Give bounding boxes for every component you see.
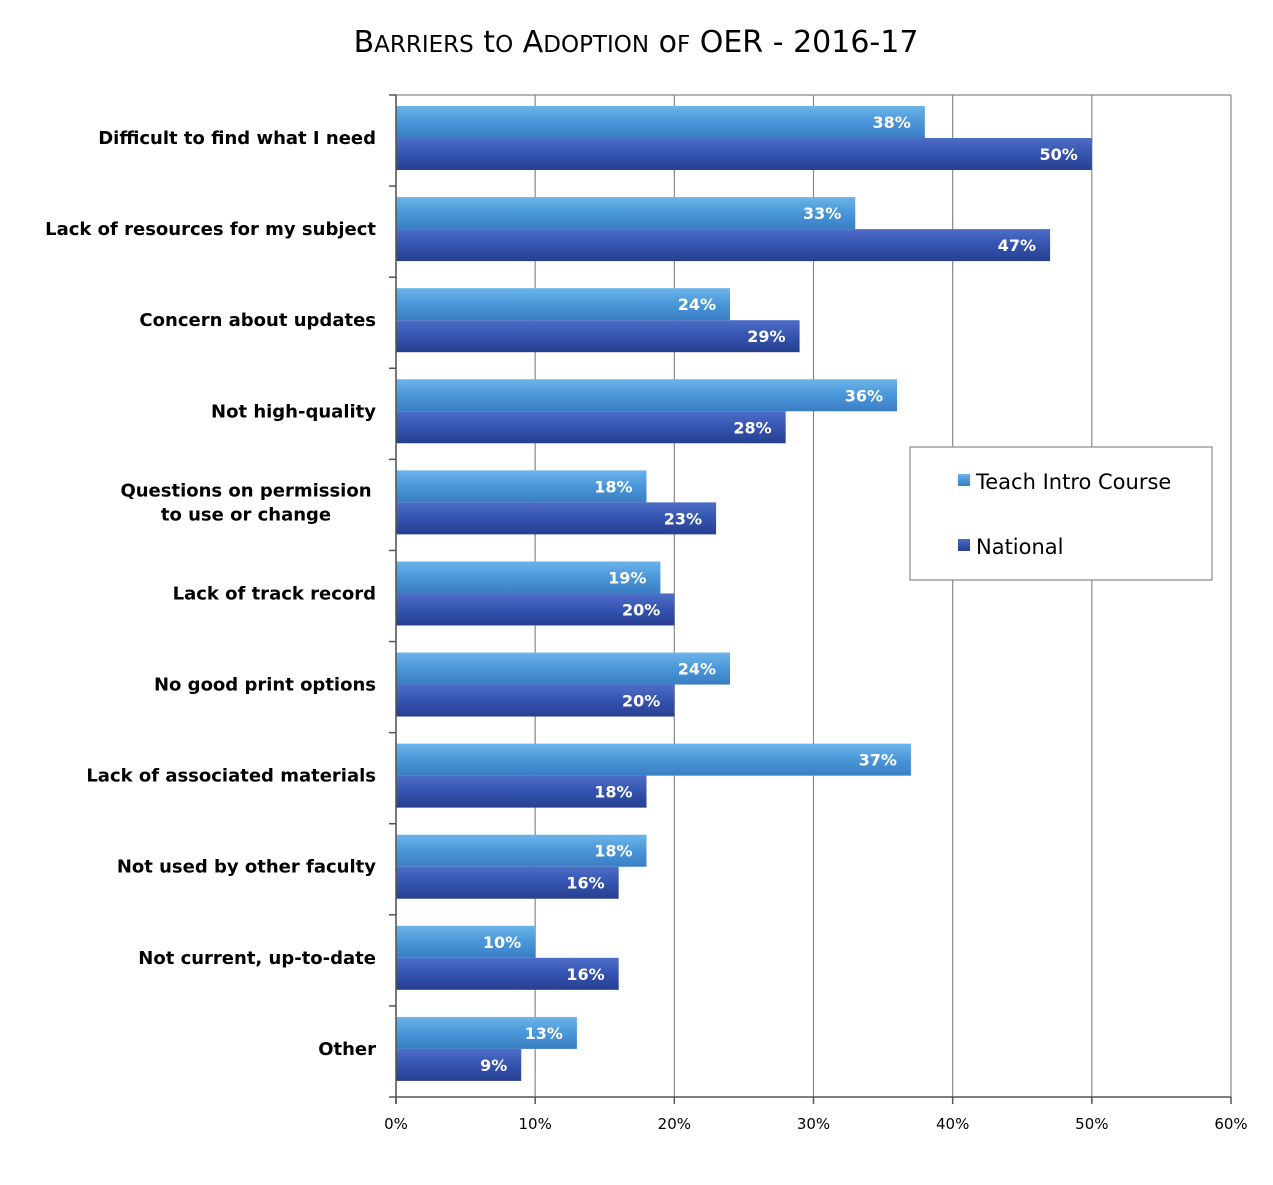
data-label: 18%	[594, 842, 632, 861]
data-label: 47%	[998, 236, 1036, 255]
bar-national	[396, 957, 619, 990]
category-label: Lack of track record	[173, 583, 376, 604]
data-label: 37%	[859, 751, 897, 770]
category-label: Not current, up-to-date	[138, 948, 376, 969]
category-label: Concern about updates	[139, 310, 376, 331]
data-label: 50%	[1040, 145, 1078, 164]
bar-national	[396, 320, 800, 353]
category-label: Not used by other faculty	[117, 857, 376, 878]
data-label: 20%	[622, 600, 660, 619]
bar-teach-intro	[396, 288, 730, 321]
data-label: 38%	[873, 113, 911, 132]
legend-swatch	[958, 474, 970, 486]
data-label: 29%	[747, 327, 785, 346]
data-label: 19%	[608, 568, 646, 587]
category-label: Lack of associated materials	[86, 766, 376, 787]
bar-teach-intro	[396, 106, 925, 138]
bar-national	[396, 229, 1051, 262]
x-tick-label: 30%	[797, 1115, 830, 1133]
category-label: Lack of resources for my subject	[45, 219, 376, 240]
legend-label: Teach Intro Course	[975, 470, 1171, 494]
data-label: 18%	[594, 477, 632, 496]
category-label: No good print options	[154, 675, 376, 696]
bar-national	[396, 411, 786, 444]
category-label: Other	[318, 1039, 376, 1060]
bar-national	[396, 1048, 522, 1081]
bar-teach-intro	[396, 197, 856, 230]
x-tick-label: 60%	[1214, 1115, 1247, 1133]
x-tick-label: 10%	[518, 1115, 551, 1133]
data-label: 10%	[483, 933, 521, 952]
x-tick-label: 20%	[658, 1115, 691, 1133]
chart-title: BARRIERS tO ADOPTION oF OER - 2016-17	[354, 25, 919, 60]
legend-swatch	[958, 539, 970, 551]
bar-teach-intro	[396, 925, 536, 958]
bar-national	[396, 138, 1092, 170]
data-label: 13%	[525, 1024, 563, 1043]
data-label: 28%	[733, 418, 771, 437]
legend-label: National	[976, 535, 1064, 559]
data-label: 33%	[803, 204, 841, 223]
data-label: 9%	[480, 1056, 507, 1075]
bar-national	[396, 502, 717, 535]
bar-teach-intro	[396, 379, 897, 412]
bar-teach-intro	[396, 652, 730, 685]
data-label: 23%	[664, 509, 702, 528]
data-label: 36%	[845, 386, 883, 405]
bar-national	[396, 684, 675, 717]
x-tick-label: 50%	[1075, 1115, 1108, 1133]
data-label: 18%	[594, 783, 632, 802]
x-tick-label: 0%	[384, 1115, 408, 1133]
data-label: 24%	[678, 295, 716, 314]
category-label: Not high-quality	[211, 401, 376, 422]
category-label: Difficult to find what I need	[98, 128, 376, 149]
data-label: 16%	[566, 965, 604, 984]
legend	[909, 446, 1213, 581]
bar-teach-intro	[396, 470, 647, 503]
x-tick-label: 40%	[936, 1115, 969, 1133]
category-label: Questions on permission to use or change	[120, 480, 371, 525]
bar-teach-intro	[396, 743, 911, 776]
bar-national	[396, 866, 619, 899]
data-label: 24%	[678, 660, 716, 679]
data-label: 16%	[566, 874, 604, 893]
bar-national	[396, 775, 647, 808]
bar-teach-intro	[396, 1016, 577, 1049]
data-label: 20%	[622, 692, 660, 711]
bar-teach-intro	[396, 834, 647, 867]
bar-national	[396, 593, 675, 626]
bar-teach-intro	[396, 561, 661, 594]
